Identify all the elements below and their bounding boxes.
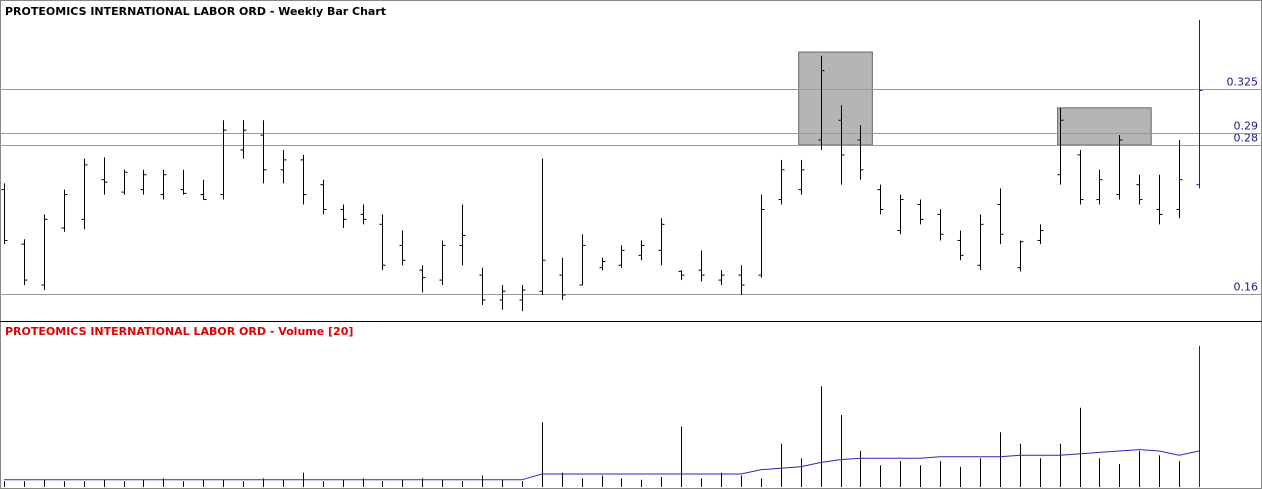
y-tick-label: 0.325 — [1227, 76, 1259, 89]
volume-title: PROTEOMICS INTERNATIONAL LABOR ORD - Vol… — [5, 325, 353, 338]
highlight-box — [1057, 107, 1152, 146]
moving-average — [4, 449, 1200, 481]
y-tick-label: 0.28 — [1234, 132, 1259, 145]
price-title: PROTEOMICS INTERNATIONAL LABOR ORD - Wee… — [5, 5, 386, 18]
y-tick-label: 0.16 — [1234, 281, 1259, 294]
highlight-box — [798, 51, 873, 146]
y-tick-label: 0.29 — [1234, 120, 1259, 133]
